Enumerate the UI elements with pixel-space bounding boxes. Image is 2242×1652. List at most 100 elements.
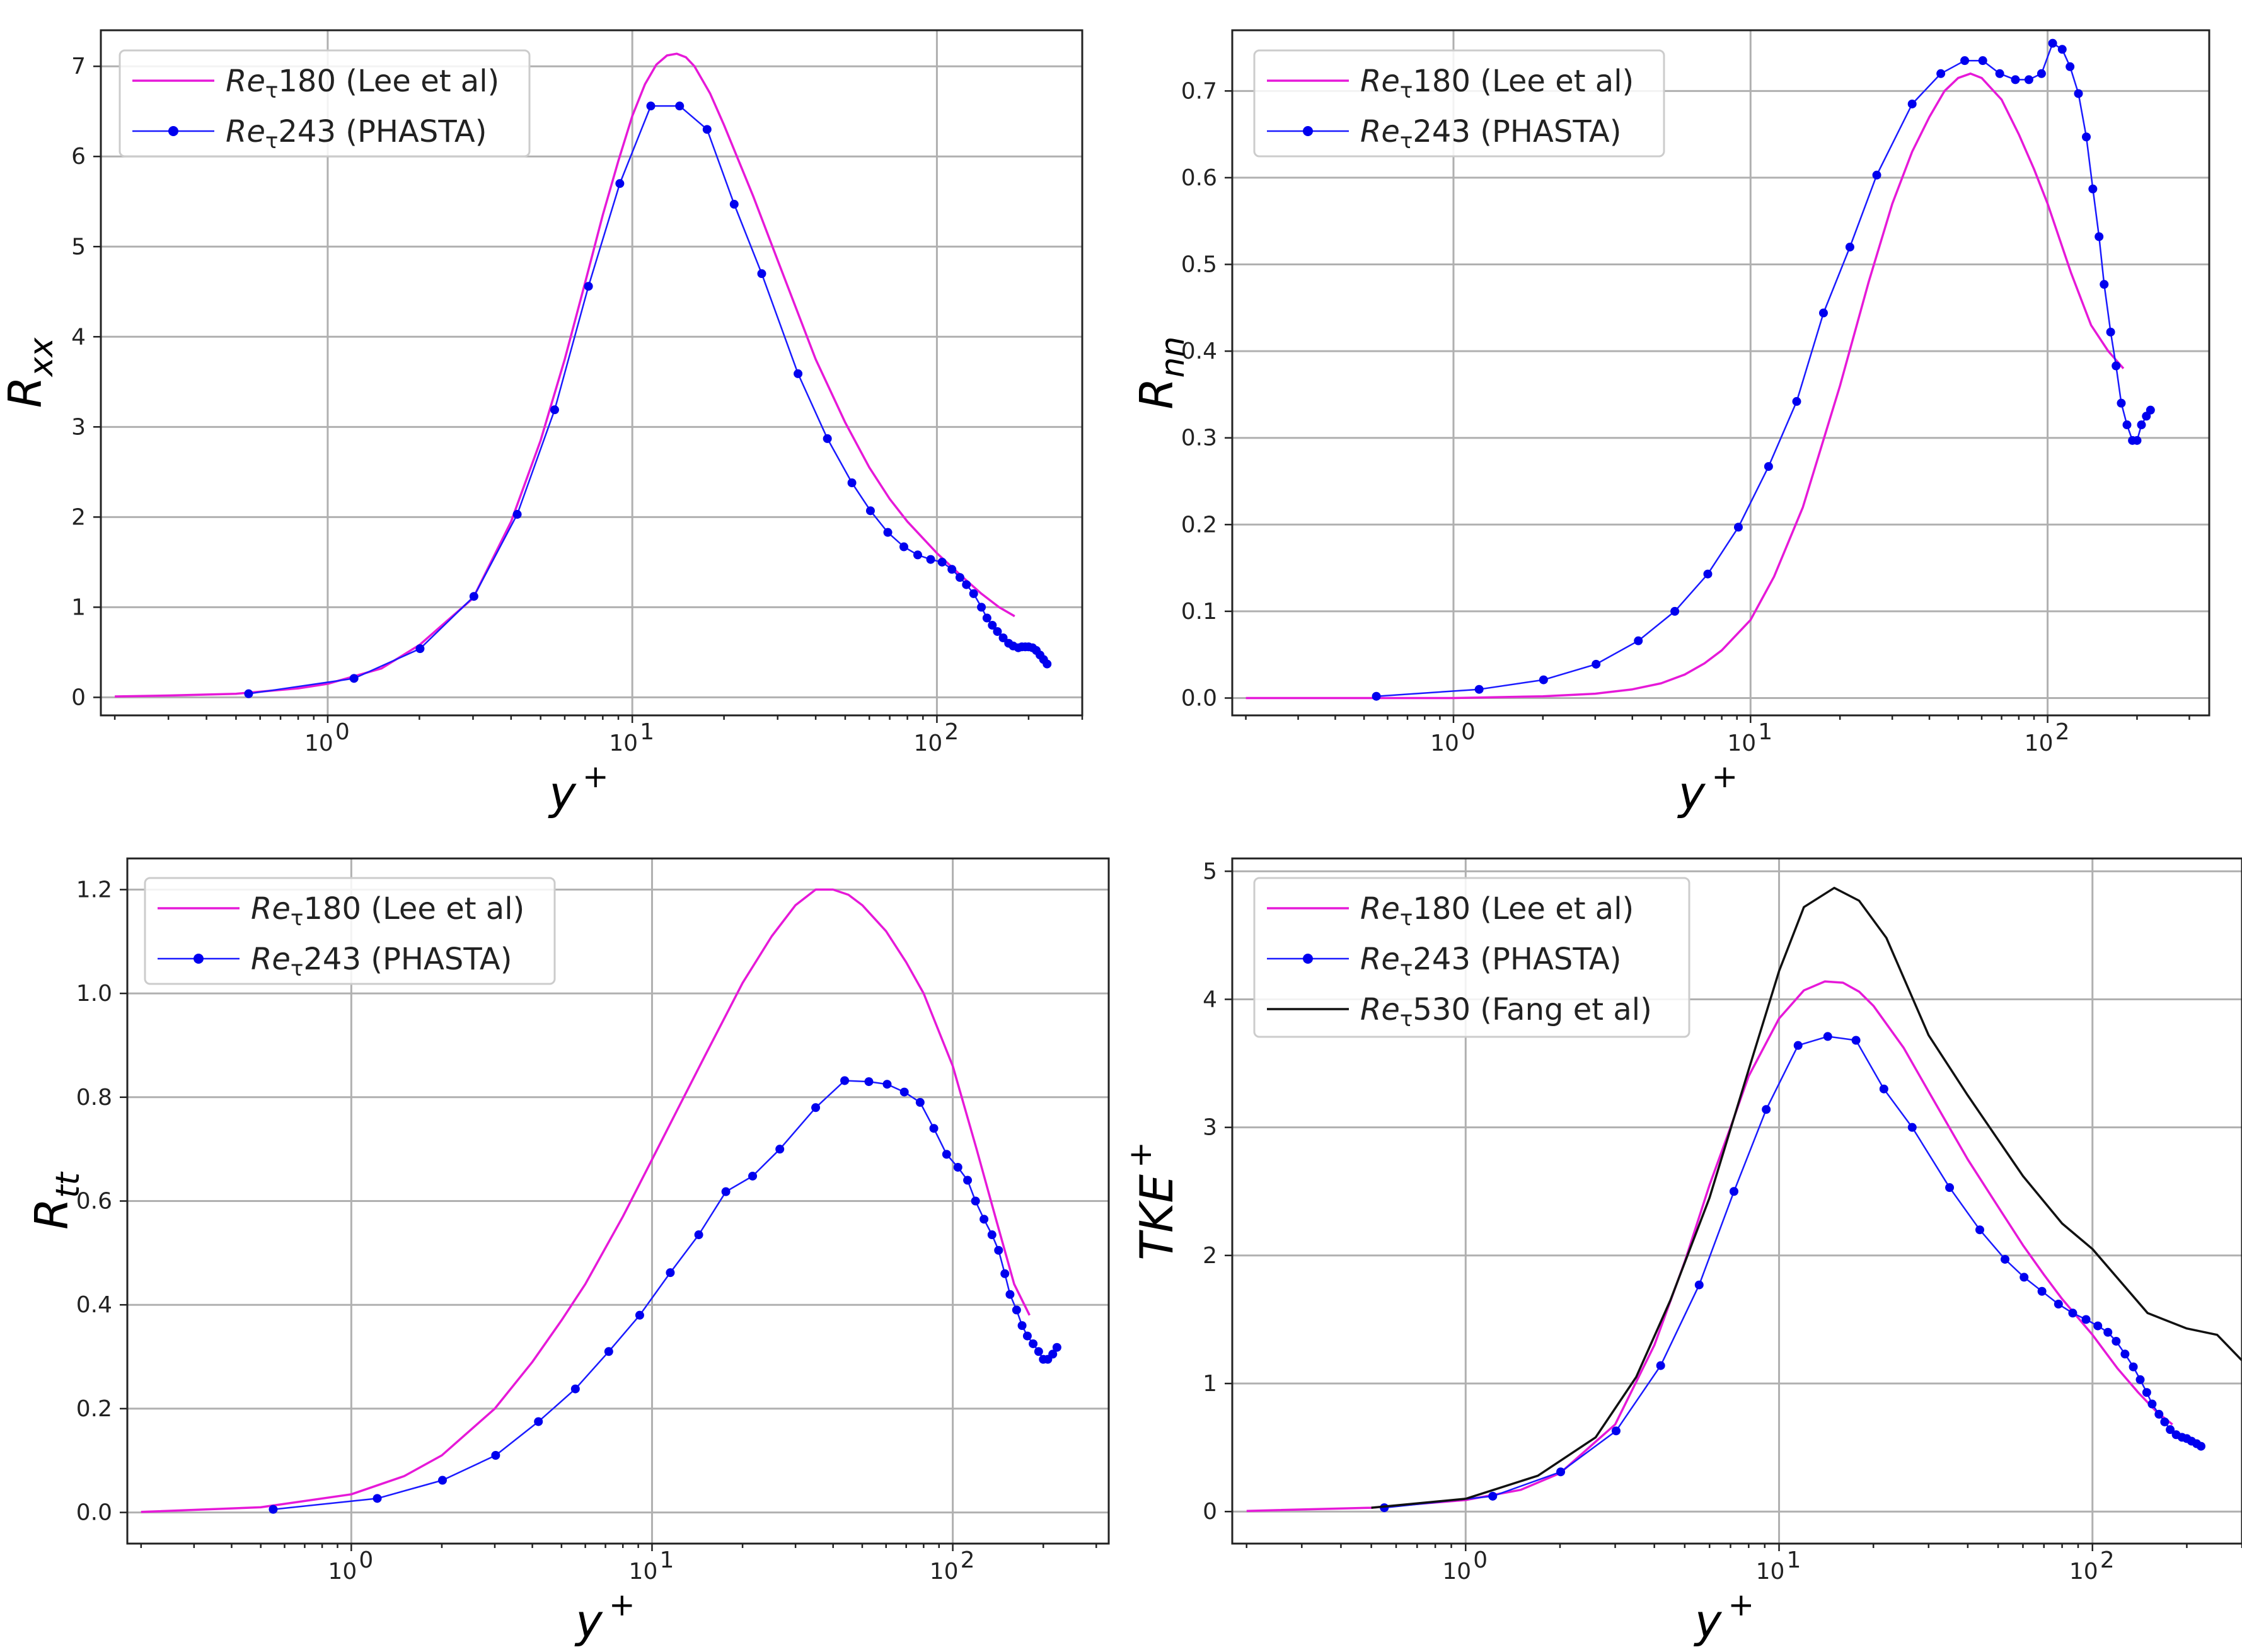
x-tick-label: 10 [629, 1559, 658, 1585]
legend-label-fang: Reτ530 (Fang et al) [1360, 992, 1652, 1032]
data-point-phasta [1978, 56, 1987, 66]
y-axis-title: TKE+ [1122, 1141, 1183, 1261]
y-tick-label: 0 [1203, 1499, 1217, 1525]
data-point-phasta [2147, 1399, 2157, 1409]
legend-box [118, 49, 531, 158]
data-point-phasta [994, 1245, 1003, 1255]
y-tick-label: 5 [71, 234, 86, 260]
axes-frame [100, 29, 1083, 717]
legend-label-phasta: Reτ243 (PHASTA) [251, 942, 512, 981]
data-point-phasta [694, 1230, 703, 1240]
series-line-lee [141, 888, 1031, 1513]
data-point-phasta [1764, 462, 1773, 471]
x-tick-label: 10 [2069, 1559, 2098, 1585]
data-point-phasta [823, 434, 832, 443]
legend-label-phasta: Reτ243 (PHASTA) [1360, 114, 1621, 154]
legend: Reτ180 (Lee et al) Reτ243 (PHASTA) [118, 49, 531, 158]
y-tick-label: 0.7 [1181, 78, 1217, 104]
legend-box [1253, 49, 1665, 158]
data-point-phasta [534, 1417, 543, 1426]
data-point-phasta [937, 557, 947, 567]
data-point-phasta [491, 1451, 500, 1460]
data-point-phasta [2093, 1321, 2103, 1331]
data-point-phasta [615, 179, 625, 188]
x-tick-exponent: 2 [2055, 719, 2070, 745]
x-tick-label: 10 [1430, 731, 1459, 756]
x-tick-exponent: 0 [1473, 1547, 1488, 1573]
data-point-phasta [811, 1103, 821, 1112]
x-tick-label: 10 [1756, 1559, 1785, 1585]
data-point-phasta [584, 282, 593, 291]
chart-rtt: 10 0 10 1 10 20.00.20.40.60.81.01.2y +RttReτ18… [25, 857, 1110, 1648]
legend-box [144, 877, 556, 985]
legend-marker [1303, 126, 1313, 136]
data-point-phasta [570, 1384, 580, 1394]
legend: Reτ180 (Lee et al) Reτ243 (PHASTA) [144, 877, 556, 985]
x-tick-exponent: 1 [1787, 1547, 1801, 1573]
data-point-phasta [926, 555, 935, 564]
y-tick-label: 0.2 [1181, 512, 1217, 538]
data-point-phasta [1960, 56, 1970, 66]
y-tick-label: 0.2 [76, 1396, 112, 1422]
data-point-phasta [1879, 1084, 1888, 1094]
data-point-phasta [1845, 242, 1854, 251]
data-point-phasta [1793, 1041, 1803, 1050]
data-point-phasta [666, 1268, 675, 1278]
x-tick-exponent: 0 [1461, 719, 1476, 745]
axes-frame [1231, 29, 2210, 717]
data-point-phasta [864, 1077, 874, 1087]
series-line-lee [1245, 72, 2125, 700]
legend-marker [1303, 954, 1313, 964]
grid [1232, 858, 2242, 1544]
data-point-phasta [1851, 1036, 1861, 1045]
data-point-phasta [979, 1215, 989, 1224]
data-point-phasta [1670, 606, 1680, 616]
data-point-phasta [775, 1145, 785, 1154]
plot-area [115, 52, 1052, 698]
data-point-phasta [729, 200, 739, 209]
x-tick-label: 10 [609, 731, 638, 756]
legend: Reτ180 (Lee et al) Reτ243 (PHASTA) [1253, 49, 1665, 158]
y-tick-label: 0.4 [1181, 338, 1217, 364]
data-point-phasta [2132, 436, 2142, 445]
x-tick-exponent: 2 [2100, 1547, 2115, 1573]
data-point-phasta [2054, 1300, 2063, 1309]
data-point-phasta [2001, 1254, 2010, 1264]
y-tick-label: 0.0 [1181, 685, 1217, 711]
data-point-phasta [2074, 89, 2083, 98]
data-point-phasta [2106, 327, 2115, 337]
data-point-phasta [646, 101, 656, 111]
data-point-phasta [2068, 1308, 2077, 1318]
y-tick-label: 1.0 [76, 981, 112, 1007]
data-point-phasta [993, 627, 1002, 636]
y-tick-label: 0.6 [76, 1189, 112, 1215]
y-tick-label: 3 [1203, 1115, 1217, 1141]
x-tick-label: 10 [2025, 731, 2054, 756]
data-point-phasta [840, 1076, 850, 1085]
x-tick-label: 10 [328, 1559, 357, 1585]
data-point-phasta [1995, 69, 2004, 78]
legend-label-lee: Reτ180 (Lee et al) [251, 891, 524, 931]
data-point-phasta [1936, 69, 1946, 78]
data-point-phasta [1733, 523, 1743, 532]
data-point-phasta [2081, 1315, 2091, 1324]
data-point-phasta [550, 405, 559, 415]
data-point-phasta [1611, 1426, 1621, 1436]
data-point-phasta [1945, 1183, 1955, 1193]
x-tick-exponent: 2 [961, 1547, 975, 1573]
data-point-phasta [1872, 170, 1881, 180]
series-line-lee [115, 52, 1015, 698]
x-tick-exponent: 1 [1758, 719, 1772, 745]
plot-area [141, 888, 1061, 1514]
data-point-phasta [865, 506, 875, 516]
data-point-phasta [1539, 675, 1548, 684]
y-tick-label: 3 [71, 414, 86, 440]
data-point-phasta [2142, 1388, 2151, 1397]
data-point-phasta [969, 589, 978, 598]
data-point-phasta [1029, 1339, 1038, 1348]
data-point-phasta [1022, 1331, 1032, 1341]
data-point-phasta [349, 674, 359, 683]
axes-frame [126, 857, 1110, 1545]
